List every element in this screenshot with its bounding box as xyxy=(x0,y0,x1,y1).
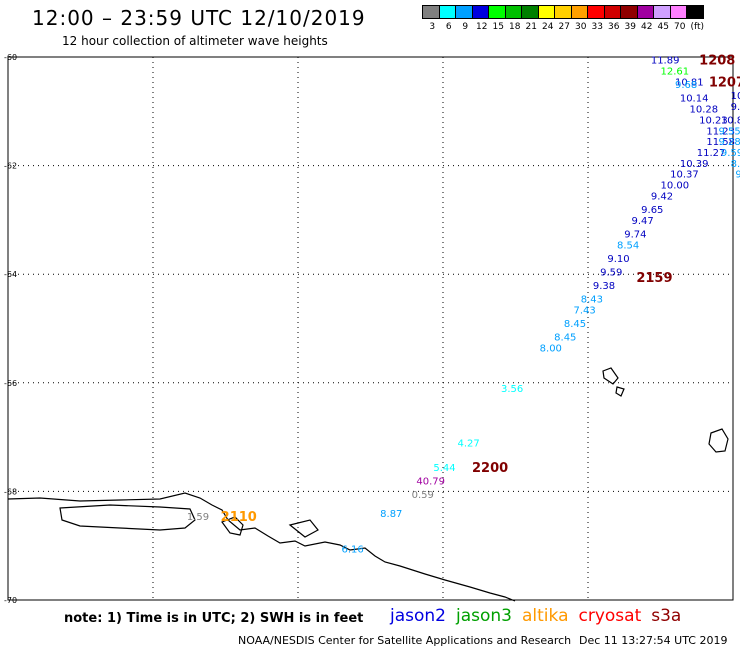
color-scale-label: 42 xyxy=(641,22,653,32)
wave-height-label: 9.74 xyxy=(624,229,646,240)
generation-timestamp: Dec 11 13:27:54 UTC 2019 xyxy=(579,634,728,647)
pass-time-labels: 1208 1207 2159 2200 2110 xyxy=(221,54,740,525)
wave-height-label: 8.87 xyxy=(380,509,402,520)
coastline-inlet xyxy=(221,516,244,536)
wave-height-label: 11.27 xyxy=(697,148,726,159)
wave-height-labels: 11.8912.6110.819.681010.149.610.2810.231… xyxy=(187,56,740,556)
color-scale-label: 33 xyxy=(591,22,603,32)
graticule-grid xyxy=(7,56,734,601)
color-scale-label: 3 xyxy=(429,22,436,32)
satellite-label-jason2: jason2 xyxy=(390,606,446,626)
wave-height-label: 10.39 xyxy=(680,159,709,170)
color-swatch xyxy=(686,5,704,19)
satellite-legend: jason2 jason3 altika cryosat s3a xyxy=(390,606,691,626)
color-scale-label: 30 xyxy=(575,22,587,32)
wave-height-label: 8.7 xyxy=(731,159,740,170)
color-scale-label: 15 xyxy=(492,22,504,32)
wave-height-label: 3.56 xyxy=(501,384,523,395)
wave-height-label: 9.47 xyxy=(632,216,654,227)
color-scale-label: 18 xyxy=(509,22,521,32)
coastline-peninsula xyxy=(288,519,319,538)
coastline-main xyxy=(7,492,516,602)
island-balleny-1 xyxy=(602,367,619,385)
wave-height-label: 9.68 xyxy=(675,80,697,91)
wave-height-label: 12.61 xyxy=(661,67,690,78)
wave-height-label: 11.58 xyxy=(706,137,735,148)
wave-height-label: 10.81 xyxy=(675,77,704,88)
axis-tick-labels: 150153156159162165-60-62-64-66-68-70 xyxy=(4,53,17,605)
map-subtitle: 12 hour collection of altimeter wave hei… xyxy=(62,34,328,48)
wave-height-map: 11.8912.6110.819.681010.149.610.2810.231… xyxy=(4,53,740,605)
pass-time-label: 2110 xyxy=(221,510,257,525)
color-scale-label: 9 xyxy=(462,22,469,32)
latitude-tick-label: -68 xyxy=(4,487,17,496)
wave-height-label: 8.45 xyxy=(554,333,576,344)
latitude-tick-label: -70 xyxy=(4,596,17,605)
map-title: 12:00 – 23:59 UTC 12/10/2019 xyxy=(32,6,366,30)
wave-height-label: 8.43 xyxy=(581,295,603,306)
color-scale-label: 70 xyxy=(674,22,686,32)
wave-height-label: 40.79 xyxy=(416,477,445,488)
wave-height-label: 11.89 xyxy=(651,56,680,67)
wave-height-label: 9.38 xyxy=(593,281,615,292)
wave-height-label: 10 xyxy=(731,91,740,102)
latitude-tick-label: -62 xyxy=(4,162,17,171)
satellite-label-s3a: s3a xyxy=(651,606,682,626)
wave-height-label: 9.65 xyxy=(641,205,663,216)
wave-height-label: 8.54 xyxy=(617,240,639,251)
island-balleny-2 xyxy=(615,386,625,397)
color-scale-label: 45 xyxy=(657,22,669,32)
wave-height-label: 9.28 xyxy=(719,137,740,148)
color-scale-label: 6 xyxy=(445,22,452,32)
map-frame xyxy=(7,56,734,601)
wave-height-label: 7.43 xyxy=(574,305,596,316)
color-scale-label: 36 xyxy=(608,22,620,32)
wave-height-label: 0.59 xyxy=(412,490,434,501)
island-balleny-3 xyxy=(708,428,729,453)
wave-height-label: 9.10 xyxy=(607,254,629,265)
latitude-tick-label: -60 xyxy=(4,53,17,62)
wave-height-label: 11.23 xyxy=(706,126,735,137)
wave-height-label: 10.14 xyxy=(680,94,709,105)
credit-line: NOAA/NESDIS Center for Satellite Applica… xyxy=(238,634,572,647)
wave-height-label: 9.6 xyxy=(731,102,740,113)
wave-height-label: 5.44 xyxy=(433,463,455,474)
wave-height-label: 1.59 xyxy=(187,512,209,523)
satellite-label-jason3: jason3 xyxy=(456,606,512,626)
antarctic-coastline xyxy=(7,367,729,602)
wave-height-label: 9.59 xyxy=(600,267,622,278)
pass-time-label: 2200 xyxy=(472,461,508,476)
color-scale-label: 21 xyxy=(525,22,537,32)
wave-height-label: 10.28 xyxy=(690,105,719,116)
wave-height-label: 9.55 xyxy=(719,126,740,137)
wave-height-label: 8.45 xyxy=(564,319,586,330)
wave-height-label: 4.27 xyxy=(458,439,480,450)
footnote: note: 1) Time is in UTC; 2) SWH is in fe… xyxy=(64,611,364,626)
pass-time-label: 2159 xyxy=(636,271,672,286)
wave-height-label: 10.88 xyxy=(721,115,740,126)
color-scale-label: 24 xyxy=(542,22,554,32)
wave-height-label: 10.23 xyxy=(699,115,728,126)
wave-height-label: 6.16 xyxy=(342,544,364,555)
latitude-tick-label: -64 xyxy=(4,270,17,279)
wave-height-label: 10.37 xyxy=(670,170,699,181)
pass-time-label: 1207 xyxy=(709,75,740,90)
wave-height-label: 8.00 xyxy=(540,344,562,355)
color-scale-label: 12 xyxy=(476,22,488,32)
latitude-tick-label: -66 xyxy=(4,379,17,388)
pass-time-label: 1208 xyxy=(699,54,735,69)
color-scale-labels: 3 6 9 12 15 18 21 24 27 30 33 36 39 42 45 70 (ft) xyxy=(424,22,704,32)
color-scale-label: 27 xyxy=(558,22,570,32)
satellite-label-cryosat: cryosat xyxy=(578,606,642,626)
satellite-label-altika: altika xyxy=(522,606,569,626)
color-scale-label: 39 xyxy=(624,22,636,32)
color-scale-unit: (ft) xyxy=(690,22,705,32)
wave-height-label: 9.42 xyxy=(651,191,673,202)
wave-height-label: 9 xyxy=(735,170,740,181)
wave-height-label: 9.59 xyxy=(721,148,740,159)
wave-height-label: 10.00 xyxy=(661,181,690,192)
coastline-ice-tongue xyxy=(59,504,196,531)
color-scale-legend xyxy=(422,5,704,19)
